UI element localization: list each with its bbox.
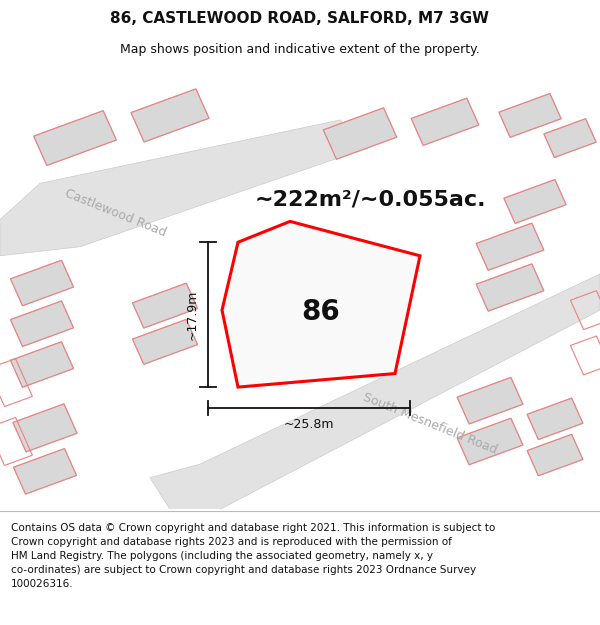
Polygon shape [0, 120, 370, 256]
Polygon shape [133, 283, 197, 328]
Text: Map shows position and indicative extent of the property.: Map shows position and indicative extent… [120, 42, 480, 56]
Polygon shape [476, 223, 544, 271]
Polygon shape [544, 119, 596, 158]
Polygon shape [133, 319, 197, 364]
Polygon shape [499, 94, 561, 138]
Polygon shape [323, 108, 397, 159]
Polygon shape [504, 179, 566, 223]
Polygon shape [11, 342, 73, 388]
Text: ~25.8m: ~25.8m [284, 418, 334, 431]
Polygon shape [11, 301, 73, 346]
Text: South Mesnefield Road: South Mesnefield Road [361, 391, 499, 456]
Polygon shape [457, 378, 523, 424]
Text: ~222m²/~0.055ac.: ~222m²/~0.055ac. [254, 189, 486, 209]
Polygon shape [34, 111, 116, 166]
Polygon shape [131, 89, 209, 142]
Polygon shape [11, 260, 73, 306]
Polygon shape [150, 274, 600, 509]
Polygon shape [14, 449, 76, 494]
Polygon shape [222, 221, 420, 387]
Polygon shape [411, 98, 479, 146]
Polygon shape [527, 398, 583, 439]
Polygon shape [476, 264, 544, 311]
Polygon shape [527, 434, 583, 476]
Polygon shape [457, 418, 523, 465]
Text: Castlewood Road: Castlewood Road [62, 187, 167, 239]
Text: Contains OS data © Crown copyright and database right 2021. This information is : Contains OS data © Crown copyright and d… [11, 523, 495, 589]
Text: ~17.9m: ~17.9m [185, 289, 199, 340]
Text: 86: 86 [301, 298, 340, 326]
Polygon shape [13, 404, 77, 452]
Text: 86, CASTLEWOOD ROAD, SALFORD, M7 3GW: 86, CASTLEWOOD ROAD, SALFORD, M7 3GW [110, 11, 490, 26]
